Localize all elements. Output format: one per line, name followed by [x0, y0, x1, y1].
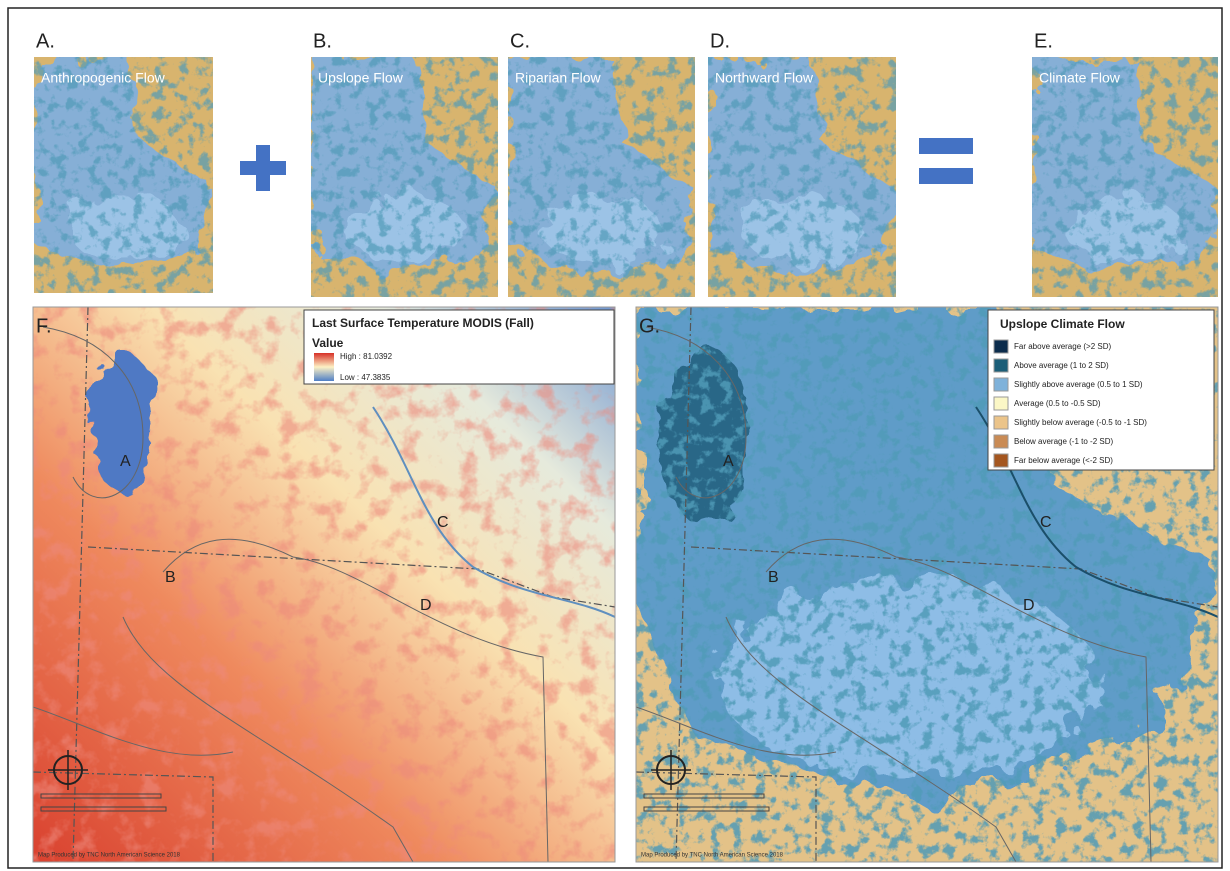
panel-letter: B.: [313, 30, 332, 52]
place-label: B: [768, 569, 779, 586]
map-credit: Map Produced by TNC North American Scien…: [641, 853, 784, 859]
flow-panel: D. Northward Flow: [708, 30, 896, 297]
legend-low: Low : 47.3835: [340, 373, 391, 382]
panel-title: Upslope Flow: [318, 70, 404, 86]
map-image: [508, 57, 695, 297]
map-image: [311, 57, 498, 297]
map-image: [708, 57, 896, 297]
legend-label: Far below average (<-2 SD): [1014, 456, 1113, 465]
legend-title: Upslope Climate Flow: [1000, 317, 1125, 331]
legend-label: Slightly below average (-0.5 to -1 SD): [1014, 418, 1147, 427]
panel-letter: C.: [510, 30, 530, 52]
panel-title: Northward Flow: [715, 70, 814, 86]
place-label: D: [420, 597, 432, 614]
place-label: D: [1023, 597, 1035, 614]
legend-swatch: [994, 340, 1008, 353]
legend-label: Far above average (>2 SD): [1014, 342, 1111, 351]
texture: [508, 57, 695, 297]
map-credit: Map Produced by TNC North American Scien…: [38, 853, 181, 859]
flow-panel: C. Riparian Flow: [508, 30, 695, 297]
legend-title: Last Surface Temperature MODIS (Fall): [312, 316, 534, 330]
plus-sign: [240, 161, 286, 175]
legend-label: Above average (1 to 2 SD): [1014, 361, 1109, 370]
panel-title: Riparian Flow: [515, 70, 601, 86]
legend-label: Below average (-1 to -2 SD): [1014, 437, 1113, 446]
panel-letter: E.: [1034, 30, 1053, 52]
legend-swatch: [994, 416, 1008, 429]
legend-label: Slightly above average (0.5 to 1 SD): [1014, 380, 1143, 389]
panel-letter: A.: [36, 30, 55, 52]
equals-sign: [919, 138, 973, 154]
legend-swatch: [994, 397, 1008, 410]
legend-swatch: [994, 454, 1008, 467]
legend-subtitle: Value: [312, 336, 344, 350]
panel-letter: F.: [36, 315, 52, 337]
legend-ramp: [314, 353, 334, 381]
flow-panel: B. Upslope Flow: [311, 30, 498, 297]
flow-panel: E. Climate Flow: [1032, 30, 1218, 297]
small-panels: A. Anthropogenic Flow B. Upslope Flow C. Ripa…: [34, 30, 1218, 297]
texture: [311, 57, 498, 297]
panel-title: Anthropogenic Flow: [41, 70, 166, 86]
temperature-map: Map Produced by TNC North American Scien…: [33, 307, 615, 862]
figure: A. Anthropogenic Flow B. Upslope Flow C. Ripa…: [0, 0, 1230, 871]
panel-title: Climate Flow: [1039, 70, 1121, 86]
legend-swatch: [994, 378, 1008, 391]
panel-letter: G.: [639, 315, 660, 337]
equals-sign: [919, 168, 973, 184]
map-image: [34, 57, 213, 293]
place-label: A: [723, 453, 734, 470]
flow-panel: A. Anthropogenic Flow: [34, 30, 213, 293]
map-image: [1032, 57, 1218, 297]
map-image: [33, 307, 615, 862]
texture: [708, 57, 896, 297]
texture: [34, 57, 213, 293]
legend-swatch: [994, 435, 1008, 448]
place-label: B: [165, 569, 176, 586]
place-label: A: [120, 453, 131, 470]
texture: [1032, 57, 1218, 297]
panel-letter: D.: [710, 30, 730, 52]
legend-high: High : 81.0392: [340, 352, 393, 361]
legend-swatch: [994, 359, 1008, 372]
place-label: C: [437, 514, 449, 531]
place-label: C: [1040, 514, 1052, 531]
legend-label: Average (0.5 to -0.5 SD): [1014, 399, 1101, 408]
climate-flow-map: Map Produced by TNC North American Scien…: [636, 307, 1218, 862]
